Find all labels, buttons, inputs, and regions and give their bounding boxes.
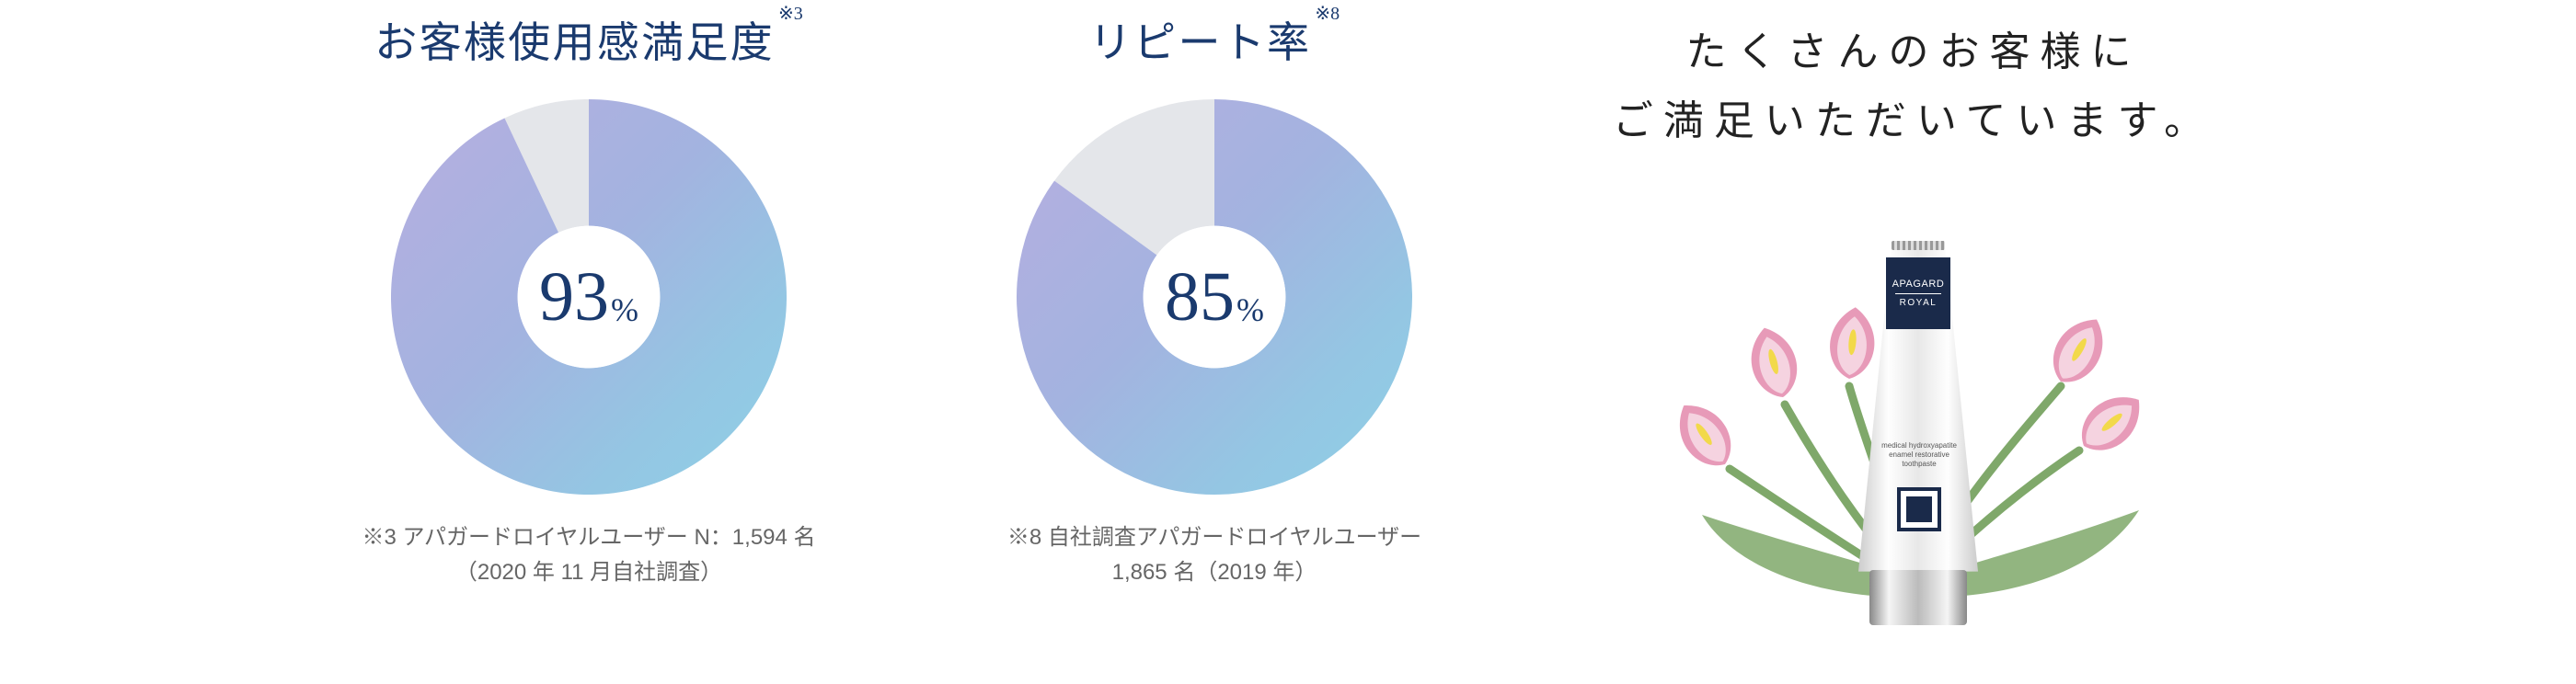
donut-chart: 85 % xyxy=(1017,99,1412,495)
chart-footnote: ※3 アパガードロイヤルユーザー N：1,594 名 （2020 年 11 月自… xyxy=(362,520,815,591)
chart-title: お客様使用感満足度 xyxy=(374,9,775,70)
tube-emblem xyxy=(1897,487,1941,531)
tube-crimp xyxy=(1892,241,1945,250)
footnote-line: ※8 自社調査アパガードロイヤルユーザー xyxy=(1007,520,1421,555)
chart-footnote: ※8 自社調査アパガードロイヤルユーザー 1,865 名（2019 年） xyxy=(1007,520,1421,591)
chart-title-sup: ※3 xyxy=(778,2,803,25)
donut-chart: 93 % xyxy=(391,99,787,495)
stats-container: お客様使用感満足度 ※3 93 % ※3 アパガードロイヤルユーザー N：1,5… xyxy=(0,0,2576,684)
satisfaction-chart-block: お客様使用感満足度 ※3 93 % ※3 アパガードロイヤルユーザー N：1,5… xyxy=(331,9,846,591)
message-line: ご満足いただいています。 xyxy=(1613,87,2214,156)
footnote-line: ※3 アパガードロイヤルユーザー N：1,594 名 xyxy=(362,520,815,555)
product-image: APAGARD ROYAL medical hydroxyapatite ena… xyxy=(1674,193,2153,644)
tube-cap xyxy=(1869,570,1967,625)
message-line: たくさんのお客様に xyxy=(1686,18,2142,87)
chart-title-sup: ※8 xyxy=(1315,2,1340,25)
tube-divider xyxy=(1895,293,1941,294)
tube-small-text: medical hydroxyapatite enamel restorativ… xyxy=(1877,441,1961,470)
product-tube: APAGARD ROYAL medical hydroxyapatite ena… xyxy=(1849,230,1987,625)
tube-brand: APAGARD xyxy=(1892,279,1945,290)
chart-title-row: お客様使用感満足度 ※3 xyxy=(374,9,802,70)
donut-svg xyxy=(1017,99,1412,495)
footnote-line: 1,865 名（2019 年） xyxy=(1007,555,1421,590)
donut-svg xyxy=(391,99,787,495)
chart-title: リピート率 xyxy=(1089,9,1312,70)
message-block: たくさんのお客様に ご満足いただいています。 APAGARD ROYAL med… xyxy=(1582,9,2245,644)
chart-title-row: リピート率 ※8 xyxy=(1089,9,1340,70)
tube-label: APAGARD ROYAL xyxy=(1886,257,1950,329)
footnote-line: （2020 年 11 月自社調査） xyxy=(362,555,815,590)
tube-subline: ROYAL xyxy=(1900,298,1938,308)
repeat-chart-block: リピート率 ※8 85 % ※8 自社調査アパガードロイヤルユーザー 1,865… xyxy=(957,9,1472,591)
